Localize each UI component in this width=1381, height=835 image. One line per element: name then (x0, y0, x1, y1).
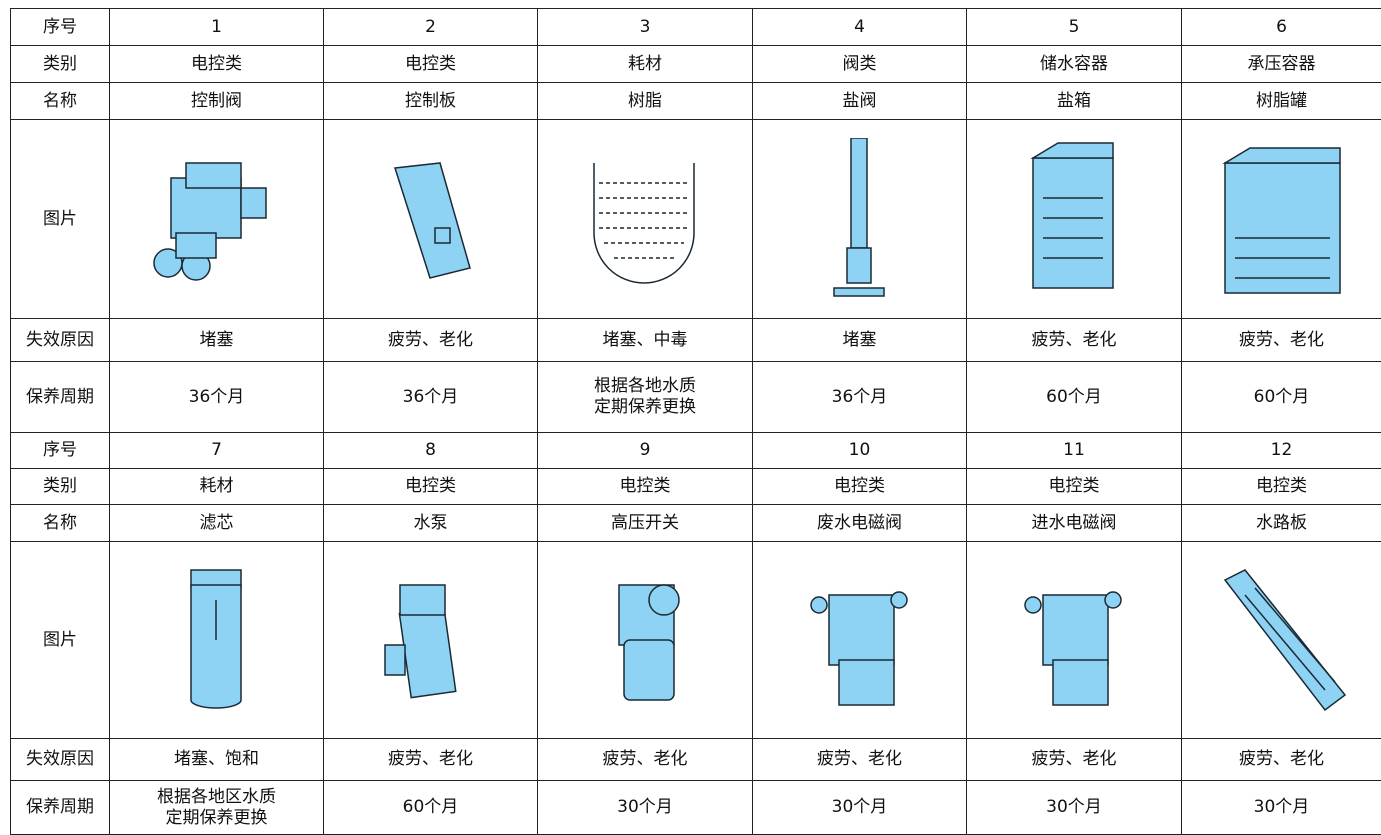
table-cell: 30个月 (752, 780, 967, 835)
table-cell: 盐阀 (752, 82, 967, 120)
table-cell: 9 (537, 432, 753, 469)
table-cell: 储水容器 (966, 45, 1182, 83)
table-cell: 36个月 (109, 361, 324, 433)
picture (810, 591, 908, 706)
table-cell: 4 (752, 8, 967, 46)
table-cell: 疲劳、老化 (966, 738, 1182, 781)
row-header: 图片 (10, 541, 110, 739)
table-cell: 电控类 (752, 468, 967, 505)
table-cell: 12 (1181, 432, 1381, 469)
table-cell: 树脂罐 (1181, 82, 1381, 120)
table-cell: 根据各地水质 定期保养更换 (537, 361, 753, 433)
picture (1024, 591, 1122, 706)
table-cell: 堵塞、中毒 (537, 318, 753, 362)
table-cell: 堵塞、饱和 (109, 738, 324, 781)
table-cell: 阀类 (752, 45, 967, 83)
table-cell: 30个月 (966, 780, 1182, 835)
table-cell: 高压开关 (537, 504, 753, 542)
row-header: 图片 (10, 119, 110, 319)
row-header: 类别 (10, 45, 110, 83)
table-cell: 水泵 (323, 504, 538, 542)
table-cell: 11 (966, 432, 1182, 469)
picture (618, 584, 680, 701)
table-cell: 电控类 (966, 468, 1182, 505)
table-cell: 废水电磁阀 (752, 504, 967, 542)
table-cell: 电控类 (323, 45, 538, 83)
row-header: 失效原因 (10, 738, 110, 781)
table-cell: 控制阀 (109, 82, 324, 120)
table-cell: 5 (966, 8, 1182, 46)
table-cell: 电控类 (1181, 468, 1381, 505)
table-cell: 电控类 (323, 468, 538, 505)
table-cell: 电控类 (109, 45, 324, 83)
table-cell: 疲劳、老化 (537, 738, 753, 781)
table-cell: 2 (323, 8, 538, 46)
picture (1222, 147, 1341, 294)
table-cell: 1 (109, 8, 324, 46)
picture (394, 162, 471, 279)
table-cell: 疲劳、老化 (752, 738, 967, 781)
table-cell: 根据各地区水质 定期保养更换 (109, 780, 324, 835)
table-cell: 30个月 (537, 780, 753, 835)
table-cell: 耗材 (537, 45, 753, 83)
table-cell: 3 (537, 8, 753, 46)
table-cell: 耗材 (109, 468, 324, 505)
picture (1030, 142, 1114, 289)
table-cell: 疲劳、老化 (323, 318, 538, 362)
table-cell: 盐箱 (966, 82, 1182, 120)
picture (593, 163, 695, 284)
table-cell: 60个月 (323, 780, 538, 835)
row-header: 名称 (10, 82, 110, 120)
table-cell: 树脂 (537, 82, 753, 120)
table-cell: 6 (1181, 8, 1381, 46)
picture (384, 584, 457, 699)
row-header: 序号 (10, 432, 110, 469)
table-cell: 疲劳、老化 (966, 318, 1182, 362)
table-cell: 7 (109, 432, 324, 469)
picture (1223, 569, 1347, 712)
table-cell: 堵塞 (109, 318, 324, 362)
table-cell: 进水电磁阀 (966, 504, 1182, 542)
table-cell: 疲劳、老化 (1181, 318, 1381, 362)
table-cell: 疲劳、老化 (323, 738, 538, 781)
row-header: 名称 (10, 504, 110, 542)
picture (833, 138, 885, 297)
row-header: 类别 (10, 468, 110, 505)
row-header: 保养周期 (10, 780, 110, 835)
table-cell: 10 (752, 432, 967, 469)
row-header: 保养周期 (10, 361, 110, 433)
table-cell: 60个月 (1181, 361, 1381, 433)
table-cell: 36个月 (752, 361, 967, 433)
table-cell: 电控类 (537, 468, 753, 505)
table-cell: 8 (323, 432, 538, 469)
picture (190, 569, 242, 709)
table-cell: 60个月 (966, 361, 1182, 433)
table-cell: 控制板 (323, 82, 538, 120)
row-header: 序号 (10, 8, 110, 46)
table-cell: 水路板 (1181, 504, 1381, 542)
table-cell: 承压容器 (1181, 45, 1381, 83)
picture (153, 162, 267, 281)
table-cell: 36个月 (323, 361, 538, 433)
table-cell: 30个月 (1181, 780, 1381, 835)
row-header: 失效原因 (10, 318, 110, 362)
table-cell: 滤芯 (109, 504, 324, 542)
table-cell: 堵塞 (752, 318, 967, 362)
table-cell: 疲劳、老化 (1181, 738, 1381, 781)
